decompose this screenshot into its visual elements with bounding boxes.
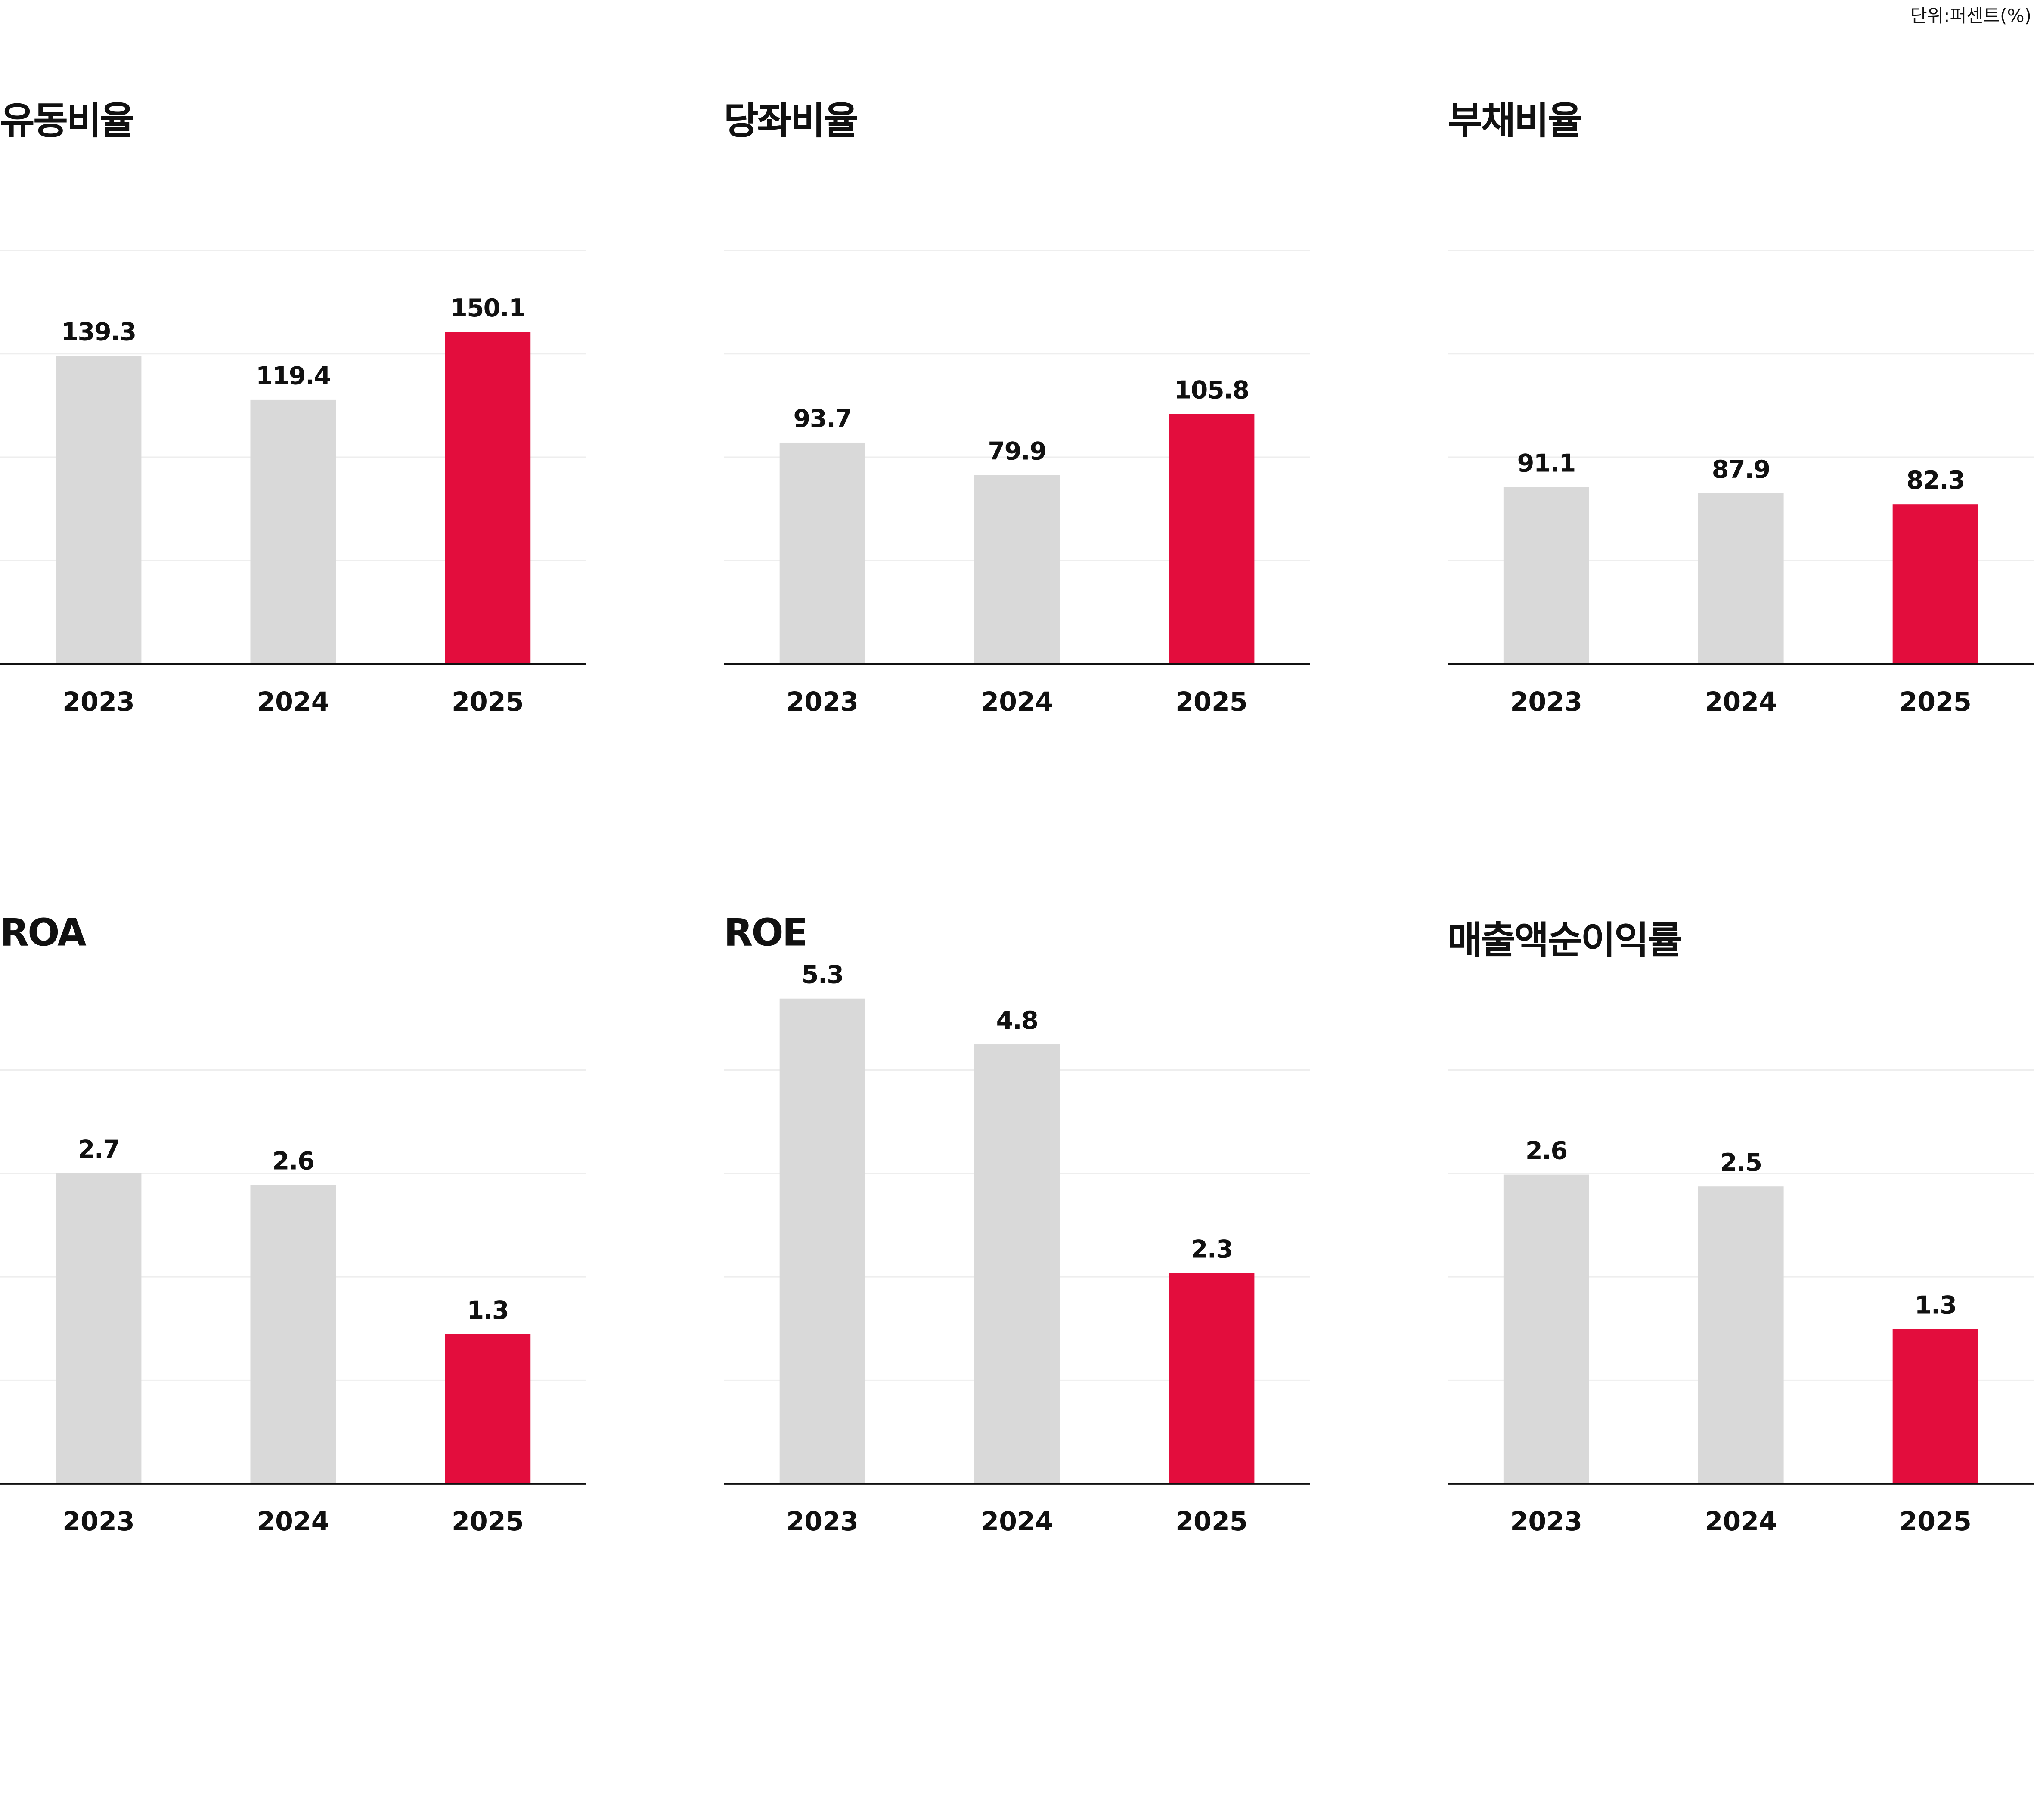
value-label: 2.6	[272, 1147, 314, 1175]
bar-2023	[1503, 1174, 1589, 1484]
value-label: 4.8	[996, 1006, 1038, 1035]
value-label: 119.4	[256, 362, 331, 390]
chart-panel: 매출액순이익률 2.6 2023 2.5 2024 1.3 2025	[1448, 910, 2034, 1637]
x-tick-label: 2023	[62, 1507, 135, 1537]
value-label: 105.8	[1174, 376, 1249, 404]
bar-chart: 2.6 2023 2.5 2024 1.3 2025	[1448, 1069, 2034, 1537]
bar-2025	[1169, 1273, 1255, 1484]
chart-panel: 유동비율 139.3 2023 119.4 2024 150.1 2025	[0, 91, 586, 817]
bar-chart: 139.3 2023 119.4 2024 150.1 2025	[0, 249, 586, 717]
chart-panel: 당좌비율 93.7 2023 79.9 2024 105.8 2025	[724, 91, 1310, 817]
value-label: 82.3	[1906, 466, 1964, 495]
bar-2024	[974, 475, 1060, 664]
x-tick-label: 2024	[257, 1507, 329, 1537]
value-label: 1.3	[1915, 1291, 1956, 1319]
value-label: 79.9	[988, 437, 1046, 466]
value-label: 2.5	[1720, 1148, 1762, 1177]
chart-title: ROE	[724, 910, 808, 955]
value-label: 91.1	[1517, 449, 1575, 477]
chart-panel: 부채비율 91.1 2023 87.9 2024 82.3 2025	[1448, 91, 2034, 817]
bar-2023	[56, 356, 142, 664]
x-tick-label: 2025	[1175, 1507, 1248, 1537]
chart-title: 유동비율	[0, 98, 135, 143]
bar-chart: 5.3 2023 4.8 2024 2.3 2025	[724, 961, 1310, 1537]
chart-panel: ROE 5.3 2023 4.8 2024 2.3 2025	[724, 910, 1310, 1637]
chart-title: ROA	[0, 910, 87, 955]
x-tick-label: 2025	[452, 687, 524, 717]
value-label: 93.7	[794, 405, 852, 433]
value-label: 2.3	[1191, 1235, 1233, 1263]
chart-panel: ROA 2.7 2023 2.6 2024 1.3 2025	[0, 910, 586, 1637]
bar-chart: 93.7 2023 79.9 2024 105.8 2025	[724, 249, 1310, 717]
x-tick-label: 2025	[1175, 687, 1248, 717]
x-tick-label: 2024	[1705, 1507, 1777, 1537]
chart-title: 부채비율	[1448, 98, 1582, 143]
x-tick-label: 2023	[1510, 687, 1582, 717]
x-tick-label: 2024	[257, 687, 329, 717]
bar-2024	[1698, 1186, 1784, 1484]
chart-title: 매출액순이익률	[1448, 918, 1682, 963]
x-tick-label: 2024	[981, 1507, 1053, 1537]
bar-2025	[1169, 414, 1255, 664]
bar-2023	[56, 1173, 142, 1484]
bar-2024	[250, 399, 336, 664]
x-tick-label: 2023	[786, 687, 859, 717]
value-label: 5.3	[802, 961, 843, 989]
x-tick-label: 2023	[62, 687, 135, 717]
bar-2025	[445, 332, 531, 664]
bar-2023	[1503, 487, 1589, 664]
value-label: 2.7	[78, 1136, 120, 1164]
bar-2023	[779, 442, 865, 664]
value-label: 139.3	[61, 318, 136, 346]
chart-title: 당좌비율	[724, 98, 859, 143]
x-tick-label: 2025	[1899, 687, 1972, 717]
bar-2024	[1698, 493, 1784, 664]
bar-2024	[974, 1044, 1060, 1484]
x-tick-label: 2025	[1899, 1507, 1972, 1537]
x-tick-label: 2023	[786, 1507, 859, 1537]
bar-2023	[779, 998, 865, 1484]
bar-2025	[445, 1334, 531, 1484]
x-tick-label: 2023	[1510, 1507, 1582, 1537]
value-label: 2.6	[1526, 1136, 1567, 1165]
value-label: 1.3	[467, 1296, 508, 1325]
bar-2025	[1892, 504, 1978, 664]
x-tick-label: 2024	[1705, 687, 1777, 717]
x-tick-label: 2024	[981, 687, 1053, 717]
bar-chart: 91.1 2023 87.9 2024 82.3 2025	[1448, 249, 2034, 717]
x-tick-label: 2025	[452, 1507, 524, 1537]
value-label: 150.1	[450, 294, 525, 322]
value-label: 87.9	[1712, 455, 1770, 484]
bar-2025	[1892, 1329, 1978, 1484]
bar-2024	[250, 1185, 336, 1484]
bar-chart: 2.7 2023 2.6 2024 1.3 2025	[0, 1069, 586, 1537]
unit-label: 단위:퍼센트(%)	[1910, 6, 2032, 28]
